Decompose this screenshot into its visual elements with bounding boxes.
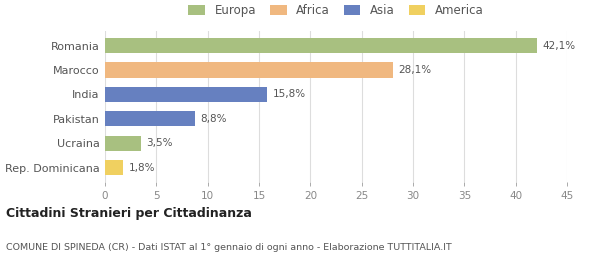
Bar bbox=[105, 87, 267, 102]
Bar bbox=[105, 136, 141, 151]
Bar bbox=[105, 160, 124, 175]
Text: 28,1%: 28,1% bbox=[398, 65, 432, 75]
Bar bbox=[105, 62, 394, 77]
Text: 15,8%: 15,8% bbox=[272, 89, 305, 99]
Text: 42,1%: 42,1% bbox=[542, 41, 575, 51]
Bar bbox=[105, 111, 196, 126]
Legend: Europa, Africa, Asia, America: Europa, Africa, Asia, America bbox=[186, 2, 486, 19]
Bar bbox=[105, 38, 537, 53]
Text: Cittadini Stranieri per Cittadinanza: Cittadini Stranieri per Cittadinanza bbox=[6, 207, 252, 220]
Text: 8,8%: 8,8% bbox=[200, 114, 227, 124]
Text: 1,8%: 1,8% bbox=[128, 162, 155, 173]
Text: COMUNE DI SPINEDA (CR) - Dati ISTAT al 1° gennaio di ogni anno - Elaborazione TU: COMUNE DI SPINEDA (CR) - Dati ISTAT al 1… bbox=[6, 243, 452, 252]
Text: 3,5%: 3,5% bbox=[146, 138, 173, 148]
